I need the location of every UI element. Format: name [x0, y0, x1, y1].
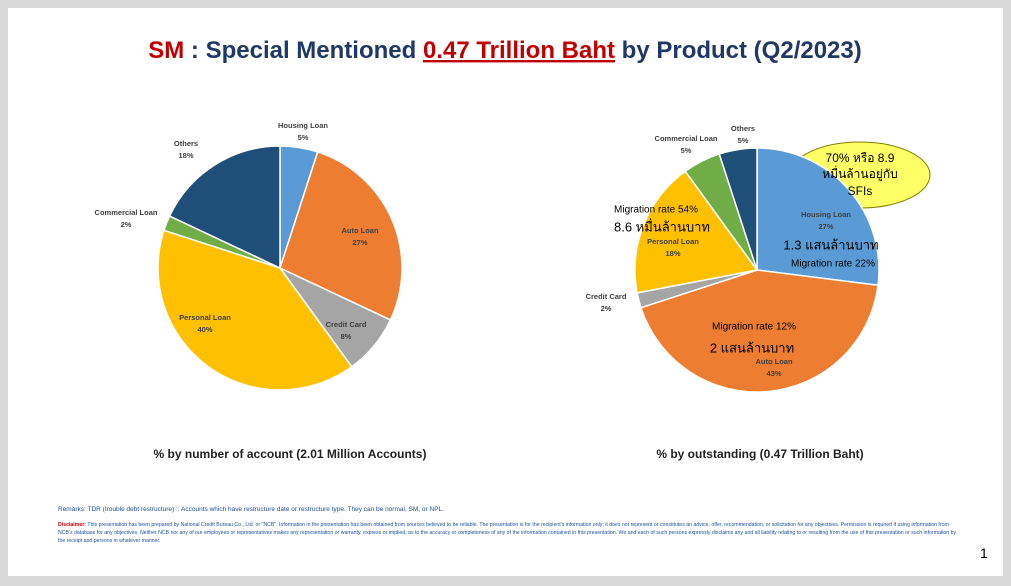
title-part: SM: [148, 37, 184, 64]
value-label: 2%: [601, 304, 612, 313]
value-label: 43%: [766, 369, 781, 378]
disclaimer: Disclaimer: This presentation has been p…: [58, 521, 958, 545]
slice-label: Housing Loan: [801, 210, 851, 219]
slice-label: Others: [174, 139, 198, 148]
slice-label: Credit Card: [326, 320, 367, 329]
slice-label: Commercial Loan: [95, 208, 158, 217]
title-part: :: [191, 37, 199, 64]
slice-label: Credit Card: [586, 292, 627, 301]
slice-label: Auto Loan: [341, 226, 378, 235]
value-label: 5%: [298, 133, 309, 142]
chart-caption: % by number of account (2.01 Million Acc…: [154, 447, 427, 461]
value-label: 40%: [197, 325, 212, 334]
pie-slice: [634, 170, 759, 294]
value-label: 27%: [818, 222, 833, 231]
remarks: Remarks: TDR (trouble debt restructure) …: [58, 506, 444, 513]
value-label: 5%: [681, 146, 692, 155]
value-label: 27%: [352, 238, 367, 247]
pie-slice: [718, 147, 758, 271]
value-label: 5%: [738, 136, 749, 145]
title: SM : Special Mentioned 0.47 Trillion Bah…: [148, 37, 862, 64]
pie-slice: [756, 147, 880, 287]
chart-caption: % by outstanding (0.47 Trillion Baht): [656, 447, 863, 461]
title-part: 0.47 Trillion Baht: [423, 37, 615, 64]
title-part: Special Mentioned: [206, 37, 417, 64]
slice-label: Housing Loan: [278, 121, 328, 130]
annotation: 8.6 หมื่นล้านบาท: [614, 218, 710, 234]
slice-label: Auto Loan: [755, 357, 792, 366]
slice-label: Others: [731, 124, 755, 133]
annotation: 70% หรือ 8.9: [826, 151, 895, 165]
pie-slice: [640, 269, 879, 393]
slice-label: Personal Loan: [179, 313, 231, 322]
pie-slice: [168, 145, 281, 270]
annotation: SFIs: [848, 184, 873, 198]
slice-label: Commercial Loan: [655, 134, 718, 143]
value-label: 8%: [341, 332, 352, 341]
annotation: 1.3 แสนล้านบาท: [783, 237, 878, 252]
title-part: by Product (Q2/2023): [622, 37, 862, 64]
page-number: 1: [980, 545, 988, 561]
value-label: 18%: [178, 151, 193, 160]
annotation: Migration rate 12%: [712, 322, 796, 333]
annotation: 2 แสนล้านบาท: [710, 340, 794, 355]
annotation: Migration rate 54%: [614, 205, 698, 216]
disclaimer-text: This presentation has been prepared by N…: [58, 522, 957, 544]
pie-slice: [157, 229, 353, 391]
value-label: 2%: [121, 220, 132, 229]
disclaimer-label: Disclaimer:: [58, 522, 86, 528]
value-label: 18%: [665, 249, 680, 258]
pie-slice: [279, 151, 403, 321]
annotation: หมื่นล้านอยู่กับ: [822, 165, 897, 182]
annotation: Migration rate 22%: [791, 259, 875, 270]
slice-label: Personal Loan: [647, 237, 699, 246]
